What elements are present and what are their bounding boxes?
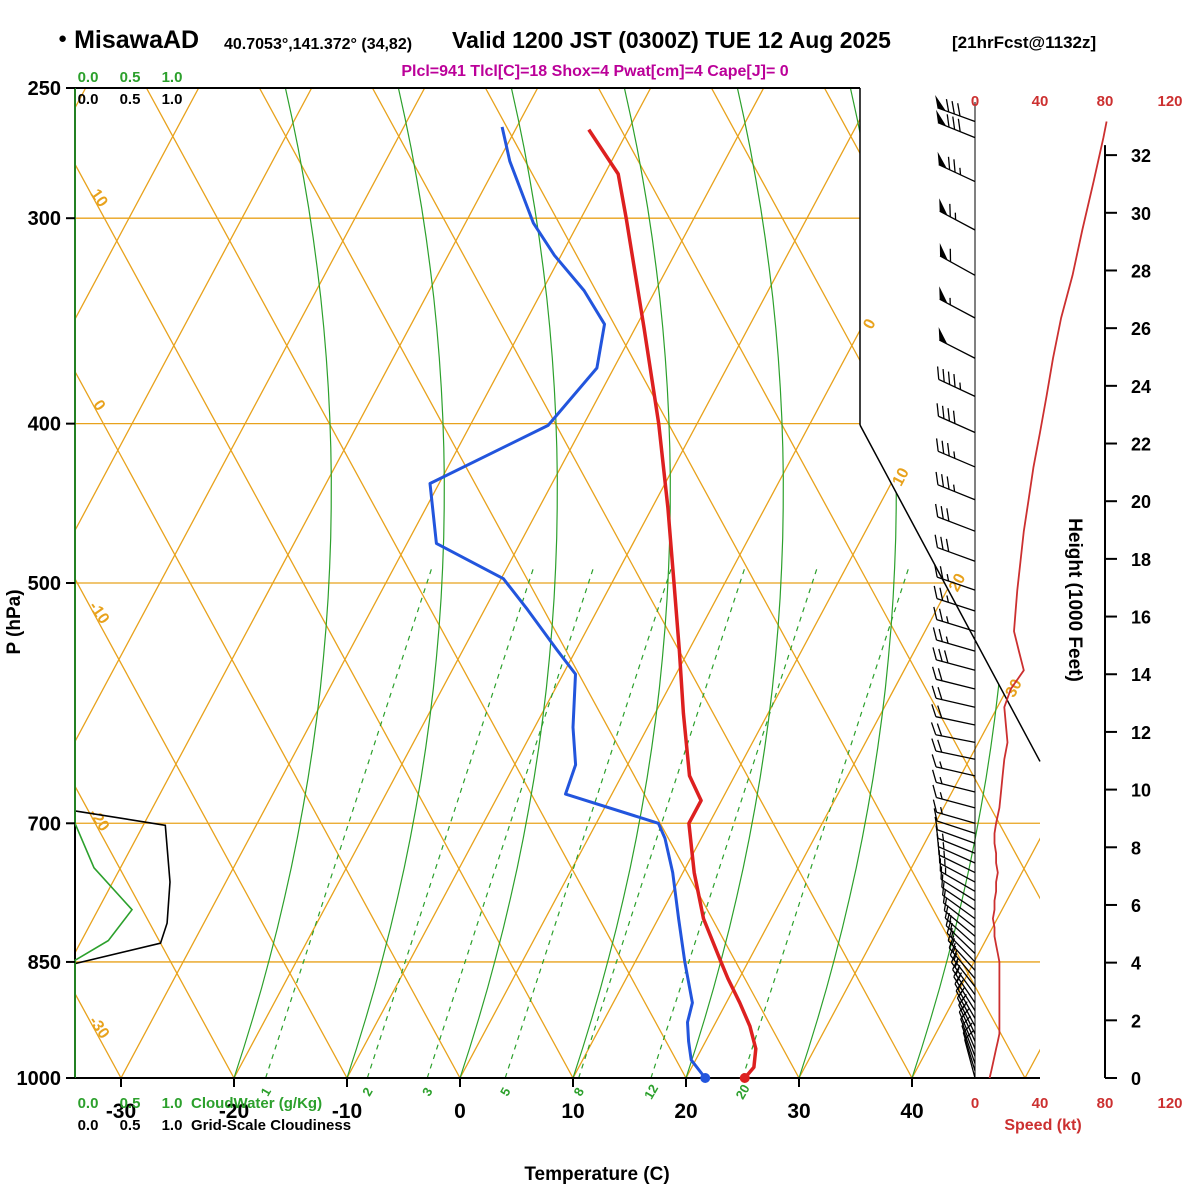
speed-axis-title: Speed (kt) bbox=[1004, 1117, 1081, 1134]
svg-text:1.0: 1.0 bbox=[162, 1095, 183, 1112]
svg-text:700: 700 bbox=[28, 813, 61, 835]
svg-text:0.5: 0.5 bbox=[120, 69, 141, 86]
svg-text:850: 850 bbox=[28, 952, 61, 974]
svg-text:1000: 1000 bbox=[17, 1068, 62, 1090]
temp-axis-title: Temperature (C) bbox=[524, 1164, 669, 1185]
station-coordinates: 40.7053°,141.372° (34,82) bbox=[224, 36, 413, 53]
svg-text:10: 10 bbox=[561, 1100, 584, 1123]
svg-text:22: 22 bbox=[1131, 435, 1151, 455]
cloudwater-legend-label: CloudWater (g/Kg) bbox=[191, 1095, 322, 1112]
svg-text:-20: -20 bbox=[85, 806, 112, 835]
svg-text:40: 40 bbox=[1032, 1095, 1049, 1112]
svg-text:-20: -20 bbox=[219, 1100, 249, 1123]
speed-curve bbox=[988, 121, 1108, 1079]
svg-text:4: 4 bbox=[1131, 954, 1141, 974]
forecast-tag: [21hrFcst@1132z] bbox=[952, 33, 1097, 52]
surface-dewpoint-dot bbox=[700, 1073, 711, 1083]
surface-temp-dot bbox=[739, 1073, 750, 1083]
cloudiness-curve bbox=[74, 88, 171, 1078]
svg-text:2: 2 bbox=[359, 1085, 376, 1099]
dewpoint-curve bbox=[428, 126, 707, 1079]
svg-text:12: 12 bbox=[1131, 723, 1151, 743]
svg-text:-30: -30 bbox=[106, 1100, 136, 1123]
svg-text:3: 3 bbox=[419, 1085, 436, 1099]
svg-text:12: 12 bbox=[641, 1082, 661, 1102]
svg-text:0.0: 0.0 bbox=[78, 1095, 99, 1112]
svg-text:400: 400 bbox=[28, 414, 61, 436]
svg-text:0: 0 bbox=[1131, 1069, 1141, 1089]
sounding-profiles bbox=[428, 126, 758, 1083]
temperature-curve bbox=[587, 128, 758, 1080]
svg-text:20: 20 bbox=[732, 1082, 752, 1102]
svg-text:0: 0 bbox=[971, 93, 979, 110]
svg-text:0.5: 0.5 bbox=[120, 91, 141, 108]
svg-text:250: 250 bbox=[28, 78, 61, 100]
svg-text:28: 28 bbox=[1131, 261, 1151, 281]
svg-text:120: 120 bbox=[1157, 93, 1182, 110]
svg-text:0: 0 bbox=[454, 1100, 466, 1123]
svg-text:-10: -10 bbox=[332, 1100, 362, 1123]
svg-text:500: 500 bbox=[28, 573, 61, 595]
svg-text:14: 14 bbox=[1131, 665, 1151, 685]
svg-text:80: 80 bbox=[1097, 1095, 1114, 1112]
svg-text:300: 300 bbox=[28, 208, 61, 230]
svg-text:0: 0 bbox=[89, 397, 108, 414]
station-name: MisawaAD bbox=[74, 26, 200, 54]
svg-text:0: 0 bbox=[971, 1095, 979, 1112]
height-axis-title: Height (1000 Feet) bbox=[1064, 518, 1085, 682]
station-bullet-icon: ● bbox=[58, 30, 68, 47]
svg-text:8: 8 bbox=[1131, 838, 1141, 858]
svg-text:120: 120 bbox=[1157, 1095, 1182, 1112]
stability-params-line: Plcl=941 Tlcl[C]=18 Shox=4 Pwat[cm]=4 Ca… bbox=[401, 63, 789, 80]
svg-text:1.0: 1.0 bbox=[162, 91, 183, 108]
svg-text:0.5: 0.5 bbox=[120, 1117, 141, 1134]
svg-text:5: 5 bbox=[497, 1085, 514, 1099]
svg-text:10: 10 bbox=[87, 186, 111, 210]
svg-text:20: 20 bbox=[946, 571, 969, 595]
svg-text:1.0: 1.0 bbox=[162, 69, 183, 86]
svg-text:40: 40 bbox=[900, 1100, 923, 1123]
svg-text:-10: -10 bbox=[85, 599, 112, 628]
svg-text:18: 18 bbox=[1131, 550, 1151, 570]
svg-text:30: 30 bbox=[787, 1100, 810, 1123]
svg-text:0.5: 0.5 bbox=[120, 1095, 141, 1112]
valid-time-title: Valid 1200 JST (0300Z) TUE 12 Aug 2025 bbox=[452, 27, 891, 53]
svg-text:1.0: 1.0 bbox=[162, 1117, 183, 1134]
pressure-axis-title: P (hPa) bbox=[4, 589, 25, 654]
svg-text:-30: -30 bbox=[85, 1013, 112, 1042]
svg-text:0.0: 0.0 bbox=[78, 69, 99, 86]
station-title: ● MisawaAD bbox=[58, 26, 199, 55]
svg-text:26: 26 bbox=[1131, 319, 1151, 339]
wind-barbs bbox=[930, 94, 976, 1079]
svg-text:2: 2 bbox=[1131, 1011, 1141, 1031]
skewt-gridlines bbox=[75, 88, 1040, 1078]
cloudiness-legend-label: Grid-Scale Cloudiness bbox=[191, 1117, 351, 1134]
svg-text:20: 20 bbox=[1131, 492, 1151, 512]
svg-text:0.0: 0.0 bbox=[78, 1117, 99, 1134]
svg-text:10: 10 bbox=[1131, 781, 1151, 801]
svg-text:32: 32 bbox=[1131, 146, 1151, 166]
svg-text:20: 20 bbox=[674, 1100, 697, 1123]
svg-text:16: 16 bbox=[1131, 608, 1151, 628]
svg-text:0.0: 0.0 bbox=[78, 91, 99, 108]
svg-text:10: 10 bbox=[890, 465, 913, 489]
svg-text:40: 40 bbox=[1032, 93, 1049, 110]
svg-text:30: 30 bbox=[1131, 204, 1151, 224]
svg-text:0: 0 bbox=[860, 316, 879, 332]
svg-text:24: 24 bbox=[1131, 377, 1151, 397]
svg-text:80: 80 bbox=[1097, 93, 1114, 110]
svg-text:6: 6 bbox=[1131, 896, 1141, 916]
